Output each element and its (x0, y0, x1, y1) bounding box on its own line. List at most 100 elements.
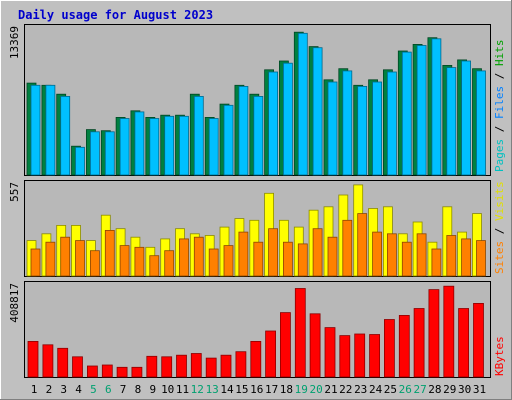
bar-files-day-13 (208, 118, 219, 176)
bar-files-day-23 (357, 86, 368, 176)
bar-sites-day-31 (476, 240, 486, 277)
bar-kbytes-day-7 (116, 366, 128, 378)
bar-files-day-18 (282, 62, 293, 176)
bar-files-day-5 (90, 131, 100, 176)
bar-sites-day-10 (164, 250, 175, 277)
bar-kbytes-day-25 (383, 319, 395, 378)
x-label-day-15: 15 (235, 383, 248, 396)
bar-kbytes-day-21 (324, 327, 336, 378)
x-label-day-22: 22 (339, 383, 352, 396)
bar-files-day-25 (386, 71, 397, 176)
bar-kbytes-day-16 (250, 340, 262, 378)
bar-sites-day-25 (386, 233, 397, 277)
bar-files-day-2 (45, 84, 56, 176)
bar-kbytes-day-22 (339, 335, 351, 378)
bar-kbytes-day-24 (369, 334, 381, 378)
legend-pages: Pages (493, 139, 506, 172)
bar-kbytes-day-3 (57, 347, 69, 378)
bar-files-day-9 (149, 118, 160, 176)
bar-sites-day-15 (238, 231, 249, 277)
bar-files-day-27 (416, 45, 427, 176)
x-label-day-9: 9 (149, 383, 156, 396)
legend-sep-2: / (493, 66, 506, 86)
x-label-day-16: 16 (250, 383, 263, 396)
bar-files-day-30 (461, 60, 472, 176)
x-label-day-28: 28 (428, 383, 441, 396)
x-label-day-17: 17 (265, 383, 278, 396)
bar-kbytes-day-20 (309, 313, 321, 378)
bar-sites-day-6 (104, 229, 115, 277)
bar-kbytes-day-30 (458, 308, 470, 378)
x-label-day-6: 6 (105, 383, 112, 396)
bar-sites-day-2 (45, 241, 56, 277)
bar-files-day-26 (401, 51, 412, 176)
x-label-day-11: 11 (176, 383, 189, 396)
x-label-day-2: 2 (46, 383, 53, 396)
bar-sites-day-1 (30, 248, 41, 277)
x-label-day-19: 19 (295, 383, 308, 396)
bar-files-day-28 (431, 38, 442, 176)
bar-sites-day-28 (431, 248, 442, 277)
bar-sites-day-22 (342, 219, 353, 277)
bar-sites-day-11 (179, 238, 189, 277)
bar-files-day-17 (268, 71, 279, 176)
bar-files-day-20 (312, 47, 323, 176)
bar-sites-day-20 (312, 228, 323, 277)
bar-sites-day-29 (446, 235, 457, 277)
bar-files-day-14 (223, 104, 234, 176)
bar-sites-day-3 (60, 236, 71, 277)
bar-kbytes-day-14 (220, 354, 232, 378)
x-label-day-31: 31 (473, 383, 486, 396)
x-label-day-25: 25 (384, 383, 397, 396)
x-label-day-5: 5 (90, 383, 97, 396)
bar-files-day-24 (372, 81, 383, 176)
bar-kbytes-day-10 (161, 356, 173, 378)
bar-kbytes-day-11 (176, 354, 187, 378)
bar-kbytes-day-26 (398, 314, 410, 378)
bar-files-day-12 (193, 96, 204, 176)
legend-sites-visits: Sites / Visits (493, 181, 506, 274)
x-label-day-23: 23 (354, 383, 367, 396)
bar-sites-day-24 (372, 231, 383, 277)
legend-sep-1: / (493, 119, 506, 139)
bar-kbytes-day-28 (428, 289, 440, 378)
x-label-day-10: 10 (161, 383, 174, 396)
bar-kbytes-day-15 (235, 351, 247, 378)
bar-kbytes-day-6 (101, 364, 113, 378)
bar-kbytes-day-1 (27, 340, 39, 378)
bar-files-day-29 (446, 67, 457, 176)
bar-files-day-10 (164, 115, 175, 176)
max-label-hits: 13369 (8, 26, 21, 59)
bar-kbytes-day-17 (265, 330, 277, 378)
bar-sites-day-16 (253, 241, 264, 277)
x-label-day-30: 30 (458, 383, 471, 396)
legend-files: Files (493, 86, 506, 119)
max-label-visits: 557 (8, 182, 21, 202)
legend-visits: Visits (493, 181, 506, 221)
bar-kbytes-day-18 (279, 312, 291, 378)
x-label-day-1: 1 (31, 383, 38, 396)
bar-files-day-4 (75, 146, 85, 176)
legend-hits: Hits (493, 40, 506, 67)
bar-kbytes-day-5 (87, 365, 98, 378)
bar-files-day-19 (297, 32, 308, 176)
x-label-day-18: 18 (280, 383, 293, 396)
bar-kbytes-day-29 (443, 285, 455, 378)
bar-kbytes-day-19 (294, 288, 306, 378)
bar-files-day-3 (60, 96, 71, 176)
bar-sites-day-23 (357, 213, 368, 277)
bar-sites-day-12 (193, 236, 204, 277)
max-label-kbytes: 408817 (8, 283, 21, 323)
bar-sites-day-9 (149, 255, 160, 277)
bar-kbytes-day-13 (205, 357, 217, 378)
x-label-day-14: 14 (220, 383, 234, 396)
x-label-day-26: 26 (399, 383, 412, 396)
bars-layer (26, 31, 486, 378)
bar-sites-day-27 (416, 233, 427, 277)
bar-sites-day-4 (75, 240, 85, 277)
x-label-day-12: 12 (191, 383, 204, 396)
bar-sites-day-7 (119, 245, 130, 277)
bar-kbytes-day-9 (146, 355, 158, 378)
bar-sites-day-18 (282, 241, 293, 277)
